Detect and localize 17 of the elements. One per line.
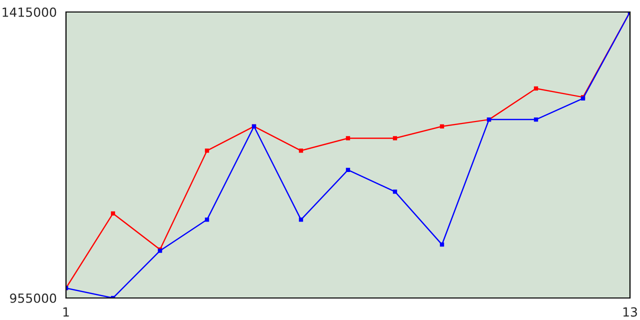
point (346, 136, 350, 140)
point (204, 148, 210, 153)
point (392, 136, 398, 140)
y-tick-label: 1415000 (2, 7, 56, 17)
x-tick-label: 1 (63, 307, 69, 317)
point (534, 86, 538, 91)
point (392, 190, 398, 194)
point (298, 218, 304, 222)
point (298, 148, 304, 153)
point (440, 124, 444, 128)
y-tick-label: 955000 (10, 293, 56, 303)
x-tick-label: 13 (623, 307, 637, 317)
point (346, 168, 350, 172)
point (204, 218, 210, 222)
point (440, 242, 444, 247)
point (110, 211, 116, 216)
point (534, 117, 538, 122)
